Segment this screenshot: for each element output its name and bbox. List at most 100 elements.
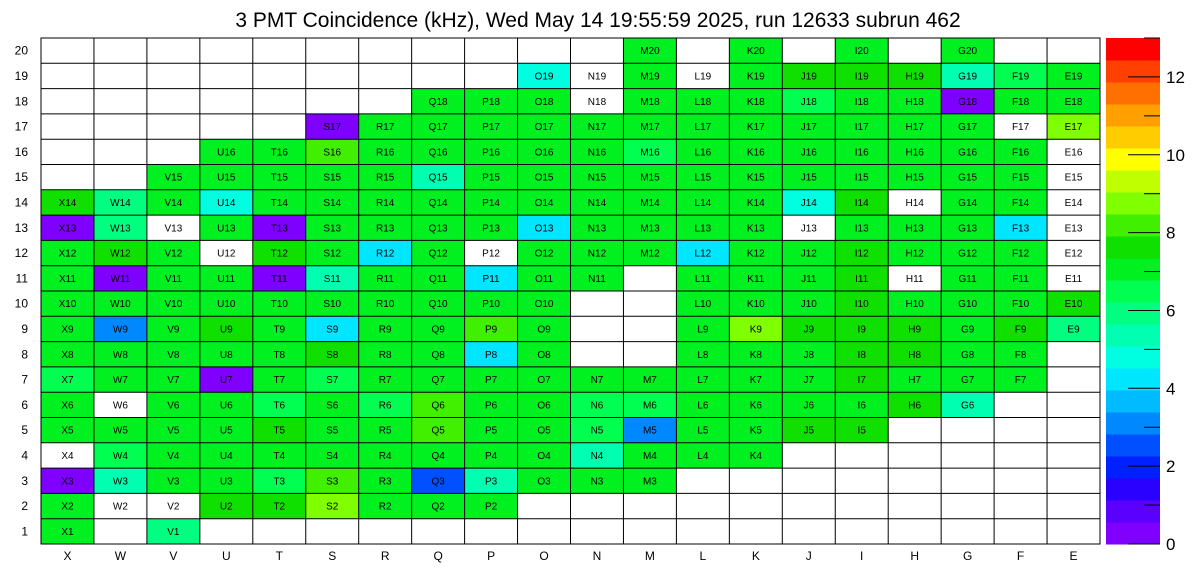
cell-Q3 (411, 468, 465, 494)
cell-X6 (41, 392, 94, 418)
cell-label: M17 (640, 122, 660, 133)
cell-J15 (782, 164, 836, 190)
colorbar-band (1106, 148, 1160, 171)
cell-label: H18 (905, 97, 924, 108)
cell-label: N7 (591, 375, 604, 386)
cell-label: P8 (485, 350, 498, 361)
cell-X5 (41, 417, 94, 443)
cell-N19 (570, 63, 624, 89)
cell-O10 (517, 291, 571, 317)
cell-label: E15 (1065, 173, 1083, 184)
cell-label: M6 (643, 400, 657, 411)
cell-U3 (199, 468, 253, 494)
cell-label: E11 (1065, 274, 1082, 285)
cell-label: P15 (482, 173, 500, 184)
cell-label: P9 (485, 324, 498, 335)
cell-L7 (676, 366, 730, 393)
colorbar-tick-label: 6 (1166, 301, 1175, 320)
cell-label: F7 (1015, 375, 1027, 386)
cell-label: S3 (326, 476, 339, 487)
cell-E18 (1047, 88, 1100, 114)
cell-label: E18 (1065, 97, 1083, 108)
cell-label: T9 (273, 324, 285, 335)
cell-label: H6 (908, 400, 921, 411)
row-label: 5 (21, 423, 28, 437)
cell-R16 (358, 139, 412, 165)
cell-label: I11 (855, 274, 869, 285)
cell-label: L8 (697, 350, 709, 361)
cell-K6 (729, 392, 783, 418)
cell-R13 (358, 215, 412, 241)
cell-S3 (305, 468, 359, 494)
cell-label: V6 (167, 400, 180, 411)
cell-U16 (199, 139, 253, 165)
cell-X1 (41, 518, 94, 544)
cell-M12 (623, 240, 677, 266)
cell-P4 (464, 442, 518, 469)
cell-M18 (623, 88, 677, 114)
row-label: 11 (16, 271, 29, 285)
cell-label: I9 (858, 324, 867, 335)
cell-W12 (93, 240, 147, 266)
cell-R8 (358, 341, 412, 367)
cell-H17 (888, 113, 942, 140)
colorbar-tick-label: 8 (1166, 224, 1175, 243)
cell-label: S4 (326, 451, 339, 462)
cell-label: G9 (961, 324, 975, 335)
cell-W14 (93, 189, 147, 216)
cell-G15 (941, 164, 995, 190)
cell-S16 (305, 139, 359, 165)
cell-K10 (729, 291, 783, 317)
cell-label: J16 (801, 147, 818, 158)
cell-label: X1 (61, 527, 74, 538)
cell-O9 (517, 316, 571, 342)
cell-label: V15 (164, 173, 182, 184)
cell-M6 (623, 392, 677, 418)
cell-label: V5 (167, 426, 180, 437)
cell-label: I18 (855, 97, 869, 108)
cell-M4 (623, 442, 677, 469)
cell-O12 (517, 240, 571, 266)
cell-label: R5 (379, 426, 392, 437)
cell-label: K11 (747, 274, 764, 285)
cell-label: V14 (164, 198, 182, 209)
cell-label: J9 (803, 324, 814, 335)
cell-label: S2 (326, 502, 339, 513)
cell-I10 (835, 291, 889, 317)
cell-label: S8 (326, 350, 339, 361)
cell-S11 (305, 265, 359, 291)
cell-label: U10 (217, 299, 236, 310)
cell-S2 (305, 493, 359, 519)
cell-P9 (464, 316, 518, 342)
cell-label: V13 (164, 223, 182, 234)
cell-J9 (782, 316, 836, 342)
cell-W4 (93, 442, 147, 469)
row-labels: 20 19 18 17 16 15 14 13 12 11 10 9 8 7 6 5 4 3 2 1 (15, 44, 29, 539)
cell-H9 (888, 316, 942, 342)
cell-T14 (252, 189, 306, 216)
cell-label: J6 (803, 400, 814, 411)
cell-L6 (676, 392, 730, 418)
chart-title: 3 PMT Coincidence (kHz), Wed May 14 19:5… (235, 9, 960, 32)
cell-label: T8 (273, 350, 285, 361)
cell-S5 (305, 417, 359, 443)
cell-F7 (994, 366, 1048, 393)
cell-S9 (305, 316, 359, 342)
cell-E9 (1047, 316, 1100, 342)
cell-label: P10 (482, 299, 500, 310)
cell-label: G16 (958, 147, 977, 158)
cell-P8 (464, 341, 518, 367)
cell-label: T4 (273, 451, 285, 462)
cell-label: Q6 (431, 400, 445, 411)
cell-label: P6 (485, 400, 498, 411)
cell-N16 (570, 139, 624, 165)
cell-label: I7 (858, 375, 867, 386)
cell-K20 (729, 38, 783, 64)
cell-label: K4 (750, 451, 763, 462)
cell-N13 (570, 215, 624, 241)
cell-label: T15 (271, 173, 289, 184)
cell-label: N19 (588, 71, 607, 82)
cell-label: N6 (591, 400, 604, 411)
cell-label: W10 (110, 299, 131, 310)
cell-H11 (888, 265, 942, 291)
